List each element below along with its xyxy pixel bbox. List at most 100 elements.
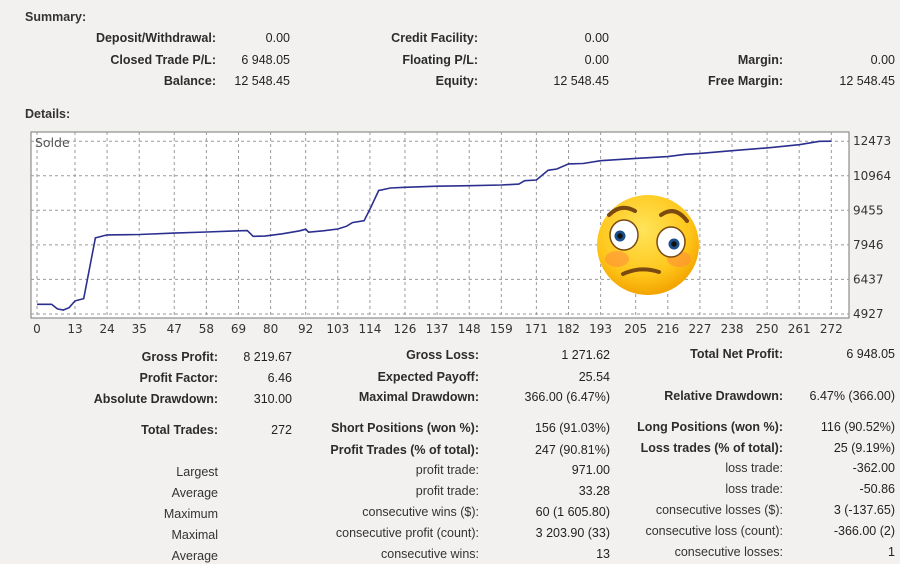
absolute-drawdown-label: Absolute Drawdown: — [93, 392, 218, 406]
average-label: Average — [171, 486, 218, 500]
average-loss-label: loss trade: — [725, 482, 783, 496]
max-consecutive-losses-label: consecutive losses ($): — [655, 503, 783, 517]
x-tick-label: 205 — [624, 322, 647, 336]
deposit-label: Deposit/Withdrawal: — [95, 31, 216, 45]
x-tick-label: 148 — [458, 322, 481, 336]
equity-value: 12 548.45 — [553, 74, 609, 88]
total-trades-label: Total Trades: — [141, 423, 218, 437]
deposit-value: 0.00 — [265, 31, 290, 45]
x-tick-label: 0 — [33, 322, 41, 336]
x-tick-label: 13 — [67, 322, 82, 336]
y-tick-label: 12473 — [853, 134, 891, 148]
details-heading: Details: — [25, 107, 71, 121]
x-tick-label: 238 — [721, 322, 744, 336]
maximal-consecutive-profit-value: 3 203.90 (33) — [535, 526, 610, 540]
long-positions-label: Long Positions (won %): — [637, 420, 783, 434]
closed-pl-value: 6 948.05 — [241, 53, 290, 67]
x-tick-label: 47 — [167, 322, 182, 336]
avg-consecutive-wins-label: consecutive wins: — [381, 547, 479, 561]
average-loss-value: -50.86 — [859, 482, 895, 496]
x-tick-label: 92 — [298, 322, 313, 336]
y-tick-label: 6437 — [853, 272, 884, 286]
loss-trades-value: 25 (9.19%) — [833, 441, 895, 455]
floating-pl-value: 0.00 — [584, 53, 609, 67]
max-consecutive-losses-value: 3 (-137.65) — [833, 503, 895, 517]
x-tick-label: 272 — [820, 322, 843, 336]
relative-drawdown-label: Relative Drawdown: — [664, 389, 783, 403]
average-consecutive-label: Average — [171, 549, 218, 563]
x-tick-label: 227 — [688, 322, 711, 336]
chart-ticks: 0 13 24 35 47 58 69 80 92 103 114 126 137 148 159 171 18… — [33, 134, 891, 336]
x-tick-label: 193 — [589, 322, 612, 336]
x-tick-label: 114 — [358, 322, 381, 336]
gross-profit-label: Gross Profit: — [141, 350, 218, 364]
max-consecutive-wins-label: consecutive wins ($): — [362, 505, 479, 519]
credit-label: Credit Facility: — [391, 31, 478, 45]
maximal-consecutive-profit-label: consecutive profit (count): — [335, 526, 479, 540]
expected-payoff-label: Expected Payoff: — [377, 370, 479, 384]
largest-loss-label: loss trade: — [725, 461, 783, 475]
balance-label: Balance: — [163, 74, 216, 88]
long-positions-value: 116 (90.52%) — [820, 420, 895, 434]
avg-consecutive-wins-value: 13 — [596, 547, 610, 561]
profit-factor-value: 6.46 — [267, 371, 292, 385]
free-margin-value: 12 548.45 — [839, 74, 895, 88]
equity-label: Equity: — [435, 74, 478, 88]
y-tick-label: 10964 — [853, 169, 891, 183]
x-tick-label: 35 — [132, 322, 147, 336]
margin-value: 0.00 — [870, 53, 895, 67]
maximal-consecutive-loss-label: consecutive loss (count): — [645, 524, 783, 538]
profit-trades-value: 247 (90.81%) — [534, 443, 610, 457]
gross-loss-value: 1 271.62 — [561, 348, 610, 362]
total-net-profit-value: 6 948.05 — [846, 347, 895, 361]
free-margin-label: Free Margin: — [707, 74, 783, 88]
y-tick-label: 4927 — [853, 307, 884, 321]
chart-grid — [31, 132, 849, 318]
credit-value: 0.00 — [584, 31, 609, 45]
maximal-consecutive-loss-value: -366.00 (2) — [833, 524, 895, 538]
x-tick-label: 261 — [788, 322, 811, 336]
gross-profit-value: 8 219.67 — [243, 350, 292, 364]
y-tick-label: 9455 — [853, 203, 884, 217]
x-tick-label: 171 — [525, 322, 548, 336]
balance-line — [37, 140, 832, 311]
closed-pl-label: Closed Trade P/L: — [110, 53, 216, 67]
max-consecutive-wins-value: 60 (1 605.80) — [535, 505, 610, 519]
largest-label: Largest — [176, 465, 218, 479]
profit-factor-label: Profit Factor: — [139, 371, 218, 385]
maximal-drawdown-value: 366.00 (6.47%) — [524, 390, 610, 404]
largest-profit-value: 971.00 — [571, 463, 610, 477]
x-tick-label: 80 — [263, 322, 278, 336]
y-tick-label: 7946 — [853, 238, 884, 252]
x-tick-label: 159 — [490, 322, 513, 336]
x-tick-label: 137 — [426, 322, 449, 336]
x-tick-label: 216 — [656, 322, 679, 336]
total-net-profit-label: Total Net Profit: — [690, 347, 783, 361]
x-tick-label: 103 — [326, 322, 349, 336]
avg-consecutive-losses-value: 1 — [888, 545, 895, 559]
x-tick-label: 250 — [756, 322, 779, 336]
x-tick-label: 58 — [199, 322, 214, 336]
flushed-face-emoji — [597, 195, 699, 295]
largest-profit-label: profit trade: — [415, 463, 479, 477]
total-trades-value: 272 — [271, 423, 292, 437]
chart-title: Solde — [35, 135, 70, 150]
x-tick-label: 69 — [231, 322, 246, 336]
chart-plot-area — [30, 131, 850, 319]
summary-heading: Summary: — [25, 10, 87, 24]
x-tick-label: 182 — [557, 322, 580, 336]
profit-trades-label: Profit Trades (% of total): — [330, 443, 479, 457]
floating-pl-label: Floating P/L: — [402, 53, 478, 67]
avg-consecutive-losses-label: consecutive losses: — [674, 545, 783, 559]
expected-payoff-value: 25.54 — [578, 370, 610, 384]
maximal-label: Maximal — [171, 528, 218, 542]
gross-loss-label: Gross Loss: — [406, 348, 479, 362]
maximum-label: Maximum — [163, 507, 218, 521]
loss-trades-label: Loss trades (% of total): — [640, 441, 783, 455]
average-profit-value: 33.28 — [578, 484, 610, 498]
absolute-drawdown-value: 310.00 — [253, 392, 292, 406]
balance-value: 12 548.45 — [234, 74, 290, 88]
margin-label: Margin: — [737, 53, 783, 67]
average-profit-label: profit trade: — [415, 484, 479, 498]
maximal-drawdown-label: Maximal Drawdown: — [358, 390, 479, 404]
